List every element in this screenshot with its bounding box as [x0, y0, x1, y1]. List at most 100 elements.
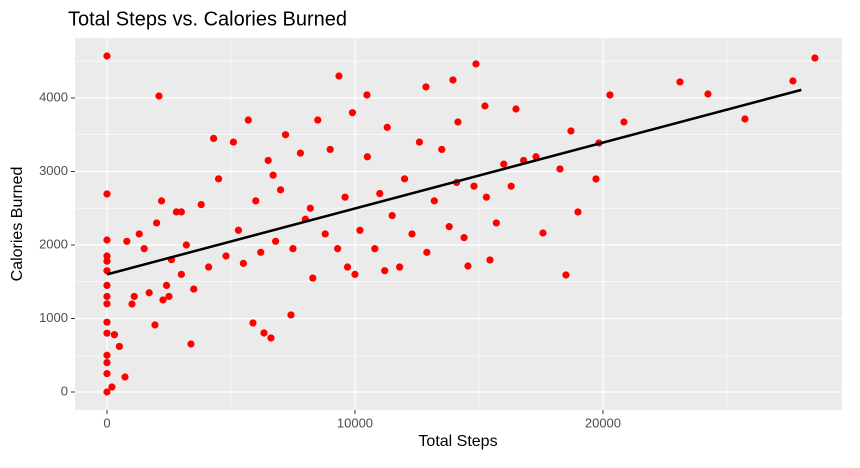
point: [400, 175, 409, 183]
point: [103, 370, 111, 378]
point: [103, 257, 111, 265]
y-tick-label: 1000: [39, 310, 68, 325]
point: [343, 263, 352, 271]
marks: [103, 52, 819, 396]
point: [152, 219, 161, 227]
point: [222, 252, 230, 260]
point: [103, 318, 111, 326]
point: [267, 334, 275, 342]
x-tick-label: 10000: [337, 415, 373, 430]
point: [676, 78, 684, 86]
point: [257, 248, 265, 256]
point: [145, 289, 153, 297]
point: [381, 267, 389, 275]
point: [272, 237, 280, 245]
point: [306, 204, 314, 212]
point: [562, 271, 570, 279]
point: [741, 115, 749, 123]
point: [704, 90, 712, 98]
point: [103, 329, 111, 337]
point: [103, 52, 111, 60]
point: [383, 123, 391, 131]
y-tick-label: 0: [61, 383, 68, 398]
point: [197, 200, 205, 209]
panel: [75, 38, 842, 410]
point: [789, 77, 797, 85]
point: [334, 245, 342, 253]
chart-title: Total Steps vs. Calories Burned: [68, 8, 347, 30]
point: [269, 171, 277, 179]
point: [512, 105, 520, 113]
point: [103, 267, 111, 275]
point: [422, 83, 430, 91]
point: [556, 165, 564, 173]
point: [356, 226, 364, 234]
point: [289, 245, 297, 253]
point: [532, 153, 540, 161]
point: [287, 311, 295, 319]
point: [103, 292, 111, 301]
point: [165, 292, 173, 301]
point: [507, 182, 515, 190]
point: [103, 281, 111, 290]
point: [205, 263, 213, 271]
y-tick-label: 3000: [39, 163, 68, 178]
point: [482, 193, 490, 201]
point: [314, 116, 322, 124]
point: [103, 358, 111, 367]
point: [396, 263, 404, 271]
point: [415, 138, 424, 146]
point: [388, 211, 396, 220]
point: [309, 274, 317, 282]
point: [408, 230, 416, 238]
point: [239, 259, 247, 267]
point: [445, 223, 453, 231]
point: [249, 319, 257, 327]
point: [123, 237, 131, 245]
x-axis-title: Total Steps: [418, 433, 497, 450]
point: [177, 208, 185, 216]
point: [157, 197, 166, 205]
point: [481, 102, 489, 110]
point: [182, 241, 190, 249]
point: [811, 54, 819, 62]
point: [606, 91, 614, 99]
point: [371, 245, 379, 253]
point: [464, 262, 472, 270]
point: [110, 331, 119, 339]
point: [121, 373, 129, 381]
point: [281, 131, 290, 139]
point: [574, 208, 582, 216]
point: [108, 383, 116, 391]
point: [430, 197, 438, 205]
point: [470, 182, 478, 190]
point: [103, 236, 111, 244]
point: [620, 118, 628, 126]
minor-grid: [75, 38, 842, 410]
point: [539, 229, 547, 237]
point: [326, 145, 334, 154]
point: [252, 197, 260, 205]
point: [115, 342, 123, 351]
point: [472, 60, 480, 68]
point: [500, 160, 508, 168]
point: [128, 300, 136, 308]
point: [177, 270, 185, 278]
point: [260, 329, 268, 337]
point: [351, 270, 359, 278]
point: [210, 134, 218, 143]
point: [234, 226, 243, 234]
point: [244, 116, 252, 124]
point: [460, 234, 468, 242]
point: [492, 219, 500, 227]
point: [155, 92, 163, 100]
point: [423, 248, 431, 256]
point: [264, 156, 272, 165]
point: [335, 72, 343, 80]
point: [363, 153, 371, 161]
point: [567, 127, 575, 135]
point: [151, 321, 159, 329]
point: [276, 186, 285, 194]
point: [135, 230, 143, 238]
y-tick-label: 4000: [39, 89, 68, 104]
